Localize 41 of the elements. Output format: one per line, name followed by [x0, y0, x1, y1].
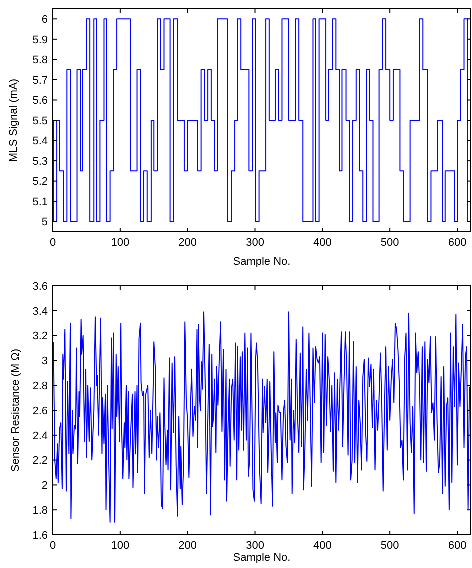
- x-tick-label: 200: [178, 540, 198, 552]
- y-tick-label: 6: [42, 14, 48, 26]
- x-tick-label: 0: [50, 237, 56, 249]
- y-tick-label: 3.6: [32, 280, 48, 293]
- y-axis-title: Sensor Resistance (M Ω): [10, 348, 22, 472]
- x-tick-label: 300: [246, 540, 264, 552]
- x-tick-label: 400: [314, 237, 332, 249]
- y-tick-label: 5.5: [32, 115, 48, 128]
- y-tick-label: 5: [42, 216, 48, 229]
- x-axis-title: Sample No.: [233, 552, 291, 564]
- y-tick-label: 2: [42, 480, 48, 492]
- x-tick-label: 100: [111, 540, 130, 552]
- y-tick-label: 3: [42, 356, 48, 368]
- line-series: [53, 312, 470, 524]
- y-tick-label: 2.2: [32, 455, 48, 468]
- y-tick-label: 2.8: [32, 380, 48, 392]
- x-tick-label: 600: [448, 237, 467, 249]
- x-tick-label: 300: [246, 237, 264, 249]
- y-tick-label: 5.4: [32, 136, 48, 148]
- y-tick-label: 5.1: [32, 196, 48, 208]
- y-tick-label: 5.3: [32, 156, 48, 168]
- x-tick-label: 500: [380, 540, 400, 552]
- x-tick-label: 200: [178, 237, 198, 249]
- x-tick-label: 400: [314, 540, 332, 552]
- x-tick-label: 100: [111, 237, 130, 249]
- y-tick-label: 5.6: [32, 95, 48, 108]
- y-tick-label: 5.8: [32, 54, 48, 67]
- y-tick-label: 3.2: [32, 330, 48, 343]
- y-tick-label: 2.6: [32, 405, 48, 418]
- x-tick-label: 500: [380, 237, 400, 249]
- y-tick-label: 5.2: [32, 176, 48, 188]
- y-axis-title: MLS Signal (mA): [8, 78, 20, 162]
- x-tick-label: 600: [448, 540, 467, 552]
- y-tick-label: 1.6: [32, 530, 48, 542]
- y-tick-label: 5.9: [32, 34, 48, 46]
- y-tick-label: 2.4: [32, 430, 48, 442]
- x-axis-title: Sample No.: [233, 256, 291, 268]
- y-tick-label: 1.8: [32, 504, 48, 517]
- y-tick-label: 5.7: [32, 74, 48, 87]
- x-tick-label: 0: [50, 540, 56, 552]
- y-tick-label: 3.4: [32, 306, 48, 318]
